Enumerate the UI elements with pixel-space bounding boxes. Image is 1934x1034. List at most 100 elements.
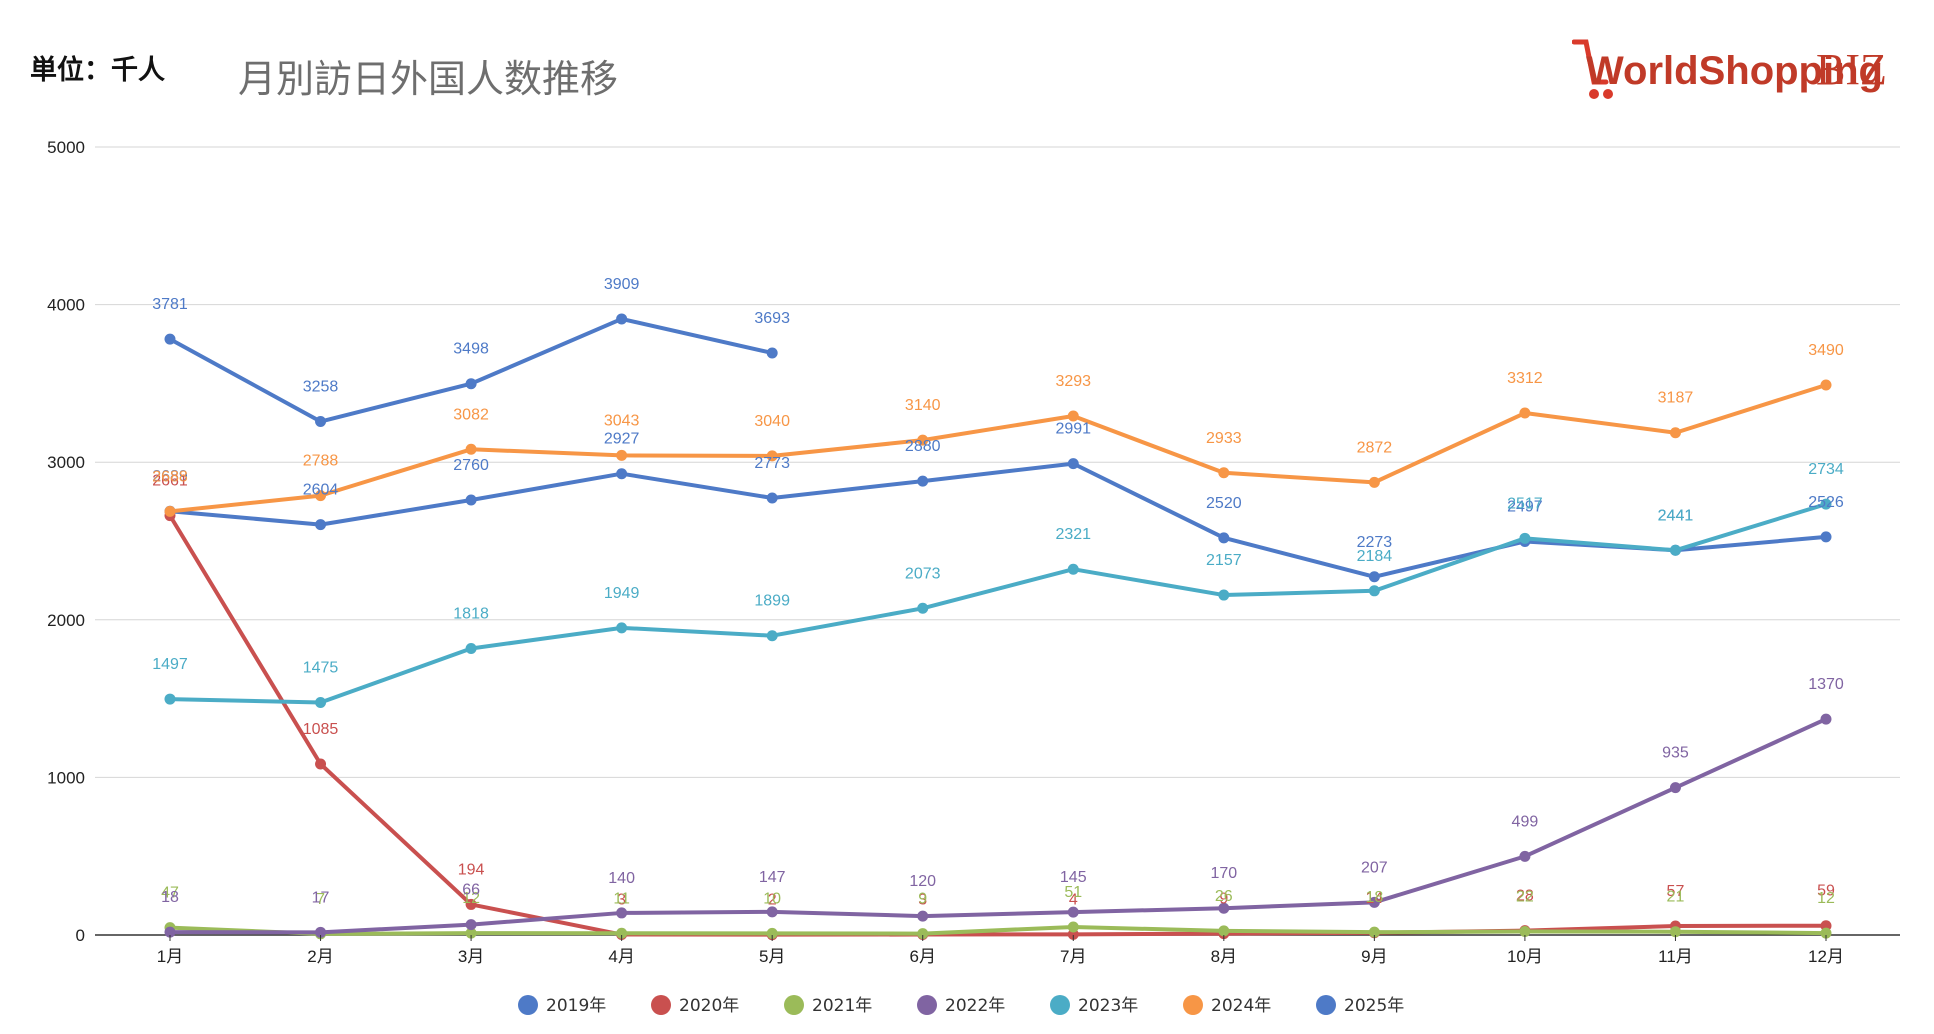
data-label: 2760 — [453, 457, 489, 474]
data-label: 3490 — [1808, 342, 1844, 359]
data-point — [616, 622, 628, 634]
chart-title: 月別訪日外国人数推移 — [238, 57, 619, 101]
legend-item: 2025年 — [1316, 995, 1404, 1016]
data-point — [917, 910, 929, 922]
data-label: 7 — [316, 891, 325, 908]
series-2022年 — [164, 713, 1832, 938]
x-tick-label: 10月 — [1507, 947, 1543, 966]
data-point — [1519, 532, 1531, 544]
x-tick-label: 4月 — [608, 947, 634, 966]
data-label: 2604 — [303, 482, 339, 499]
data-label: 2526 — [1808, 494, 1844, 511]
x-tick-label: 12月 — [1808, 947, 1844, 966]
data-label: 12 — [462, 890, 480, 907]
data-label: 11 — [613, 890, 630, 907]
data-label: 1818 — [453, 605, 489, 622]
data-label: 28 — [1516, 888, 1534, 905]
worldshopping-biz-logo: WorldShopping BIZ — [1572, 39, 1887, 99]
data-label: 51 — [1064, 884, 1082, 901]
data-label: 2441 — [1658, 507, 1694, 524]
data-point — [917, 434, 929, 446]
data-label: 9 — [1219, 891, 1228, 908]
data-point — [1218, 902, 1230, 914]
series-layer — [164, 313, 1832, 941]
x-tick-label: 2月 — [307, 947, 333, 966]
legend: 2019年 2020年 2021年 2022年 2023年 2024年 2025年 — [518, 995, 1404, 1016]
data-point — [1368, 476, 1380, 488]
data-label: 4 — [1069, 891, 1078, 908]
data-point — [766, 630, 778, 642]
data-point — [1067, 410, 1079, 422]
legend-marker — [784, 995, 804, 1015]
x-tick-label: 8月 — [1211, 947, 1237, 966]
data-label: 1475 — [303, 660, 339, 677]
x-tick-label: 5月 — [759, 947, 785, 966]
data-point — [1519, 850, 1531, 862]
data-point — [616, 907, 628, 919]
data-label: 3 — [617, 892, 626, 909]
data-label: 2441 — [1658, 507, 1694, 524]
grid-layer — [95, 146, 1900, 936]
data-label: 2689 — [152, 468, 188, 485]
data-point — [616, 449, 628, 461]
data-point — [1519, 926, 1531, 938]
series-2020年 — [164, 510, 1832, 941]
series-2021年 — [164, 921, 1832, 940]
data-label: 3040 — [754, 413, 790, 430]
data-label: 2517 — [1507, 495, 1543, 512]
legend-label: 2022年 — [945, 996, 1005, 1016]
data-label: 59 — [1817, 883, 1835, 900]
data-label: 22 — [1516, 889, 1534, 906]
series-line — [168, 924, 1828, 936]
data-label: 1497 — [152, 656, 188, 673]
data-point — [1669, 544, 1681, 556]
legend-marker — [518, 995, 538, 1015]
x-tick-label: 3月 — [458, 947, 484, 966]
data-point — [465, 642, 477, 654]
data-label-layer: 2689260427602927277328802991252022732497… — [152, 276, 1844, 909]
data-label: 9 — [918, 891, 927, 908]
data-label: 2773 — [754, 455, 790, 472]
data-label: 3082 — [453, 406, 489, 423]
legend-marker — [1316, 995, 1336, 1015]
data-point — [1820, 498, 1832, 510]
data-label: 194 — [458, 861, 485, 878]
data-point — [766, 927, 778, 939]
data-label: 3 — [918, 892, 927, 909]
data-label: 140 — [608, 870, 635, 887]
series-2019年 — [164, 458, 1832, 583]
legend-marker — [1183, 995, 1203, 1015]
data-label: 2273 — [1357, 534, 1393, 551]
y-tick-label: 0 — [76, 926, 85, 945]
y-tick-label: 2000 — [47, 611, 85, 630]
data-label: 47 — [161, 885, 179, 902]
data-label: 2 — [768, 892, 777, 909]
x-tick-label: 7月 — [1060, 947, 1086, 966]
data-point — [315, 758, 327, 770]
legend-label: 2021年 — [812, 996, 872, 1016]
data-label: 26 — [1215, 888, 1233, 905]
data-label: 2073 — [905, 565, 941, 582]
data-point — [1669, 782, 1681, 794]
legend-marker — [651, 995, 671, 1015]
data-label: 3498 — [453, 341, 489, 358]
data-label: 2321 — [1055, 526, 1091, 543]
data-point — [465, 927, 477, 939]
data-label: 3293 — [1055, 373, 1091, 390]
data-label: 3781 — [152, 296, 188, 313]
data-point — [164, 693, 176, 705]
data-point — [1218, 589, 1230, 601]
y-tick-label: 1000 — [47, 768, 85, 787]
series-line — [168, 502, 1828, 705]
data-point — [616, 927, 628, 939]
data-label: 935 — [1662, 745, 1689, 762]
legend-label: 2025年 — [1344, 996, 1404, 1016]
data-label: 1899 — [754, 593, 790, 610]
data-label: 2688 — [152, 468, 188, 485]
data-label: 3187 — [1658, 390, 1694, 407]
logo-main-text: WorldShopping — [1586, 49, 1883, 93]
data-point — [616, 468, 628, 480]
data-label: 3140 — [905, 397, 941, 414]
data-label: 2788 — [303, 453, 339, 470]
data-label: 3258 — [303, 379, 339, 396]
